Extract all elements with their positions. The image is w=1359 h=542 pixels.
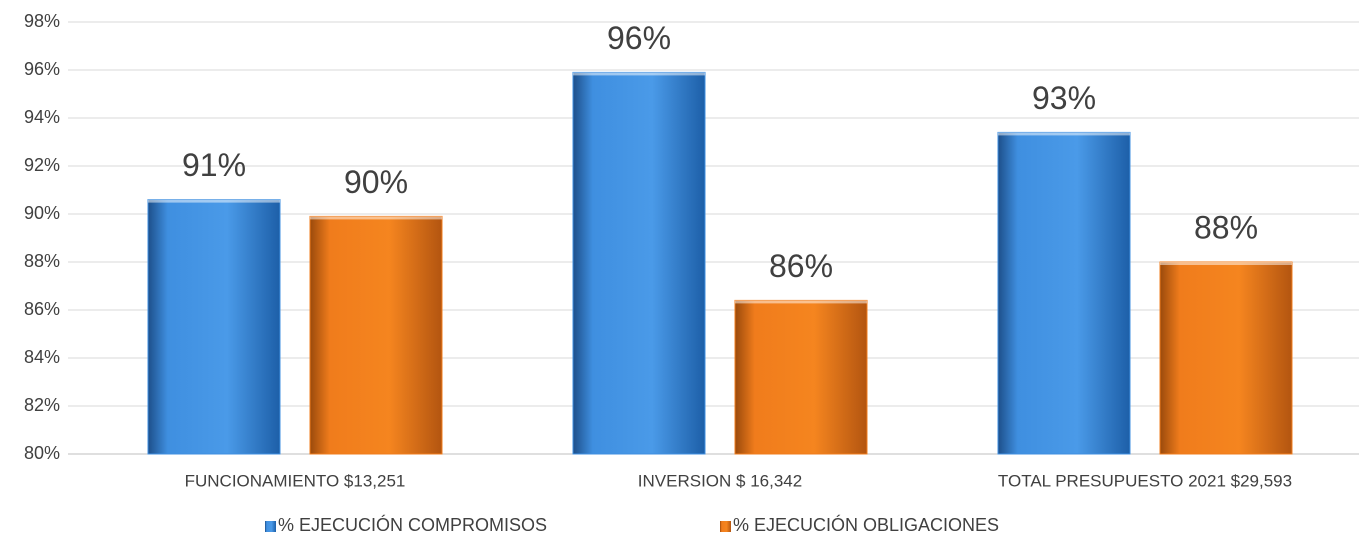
bar-top [310,216,442,220]
bar-top [573,72,705,76]
bar-top [148,199,280,203]
y-tick-label: 88% [24,251,60,271]
data-label: 91% [182,147,246,183]
bar [734,299,868,455]
bar [997,131,1131,455]
legend-swatch [265,521,276,532]
data-label: 96% [607,20,671,56]
data-label: 86% [769,248,833,284]
x-tick-label: TOTAL PRESUPUESTO 2021 $29,593 [998,471,1292,490]
y-tick-label: 92% [24,155,60,175]
legend-label: % EJECUCIÓN OBLIGACIONES [733,514,999,535]
bar [1159,261,1293,455]
bar [309,215,443,455]
y-tick-label: 96% [24,59,60,79]
data-label: 93% [1032,80,1096,116]
data-label: 88% [1194,209,1258,245]
bar-top [1160,262,1292,265]
y-tick-label: 86% [24,299,60,319]
y-tick-label: 82% [24,395,60,415]
x-tick-label: FUNCIONAMIENTO $13,251 [185,471,406,490]
legend-swatch [720,521,731,532]
data-label: 90% [344,164,408,200]
y-tick-label: 84% [24,347,60,367]
bar-top [998,132,1130,136]
y-tick-label: 90% [24,203,60,223]
bar [572,71,706,455]
x-tick-label: INVERSION $ 16,342 [638,471,802,490]
y-tick-label: 94% [24,107,60,127]
bar-top [735,300,867,304]
bar [147,199,281,455]
y-tick-label: 80% [24,443,60,463]
legend-label: % EJECUCIÓN COMPROMISOS [278,514,547,535]
y-tick-label: 98% [24,11,60,31]
